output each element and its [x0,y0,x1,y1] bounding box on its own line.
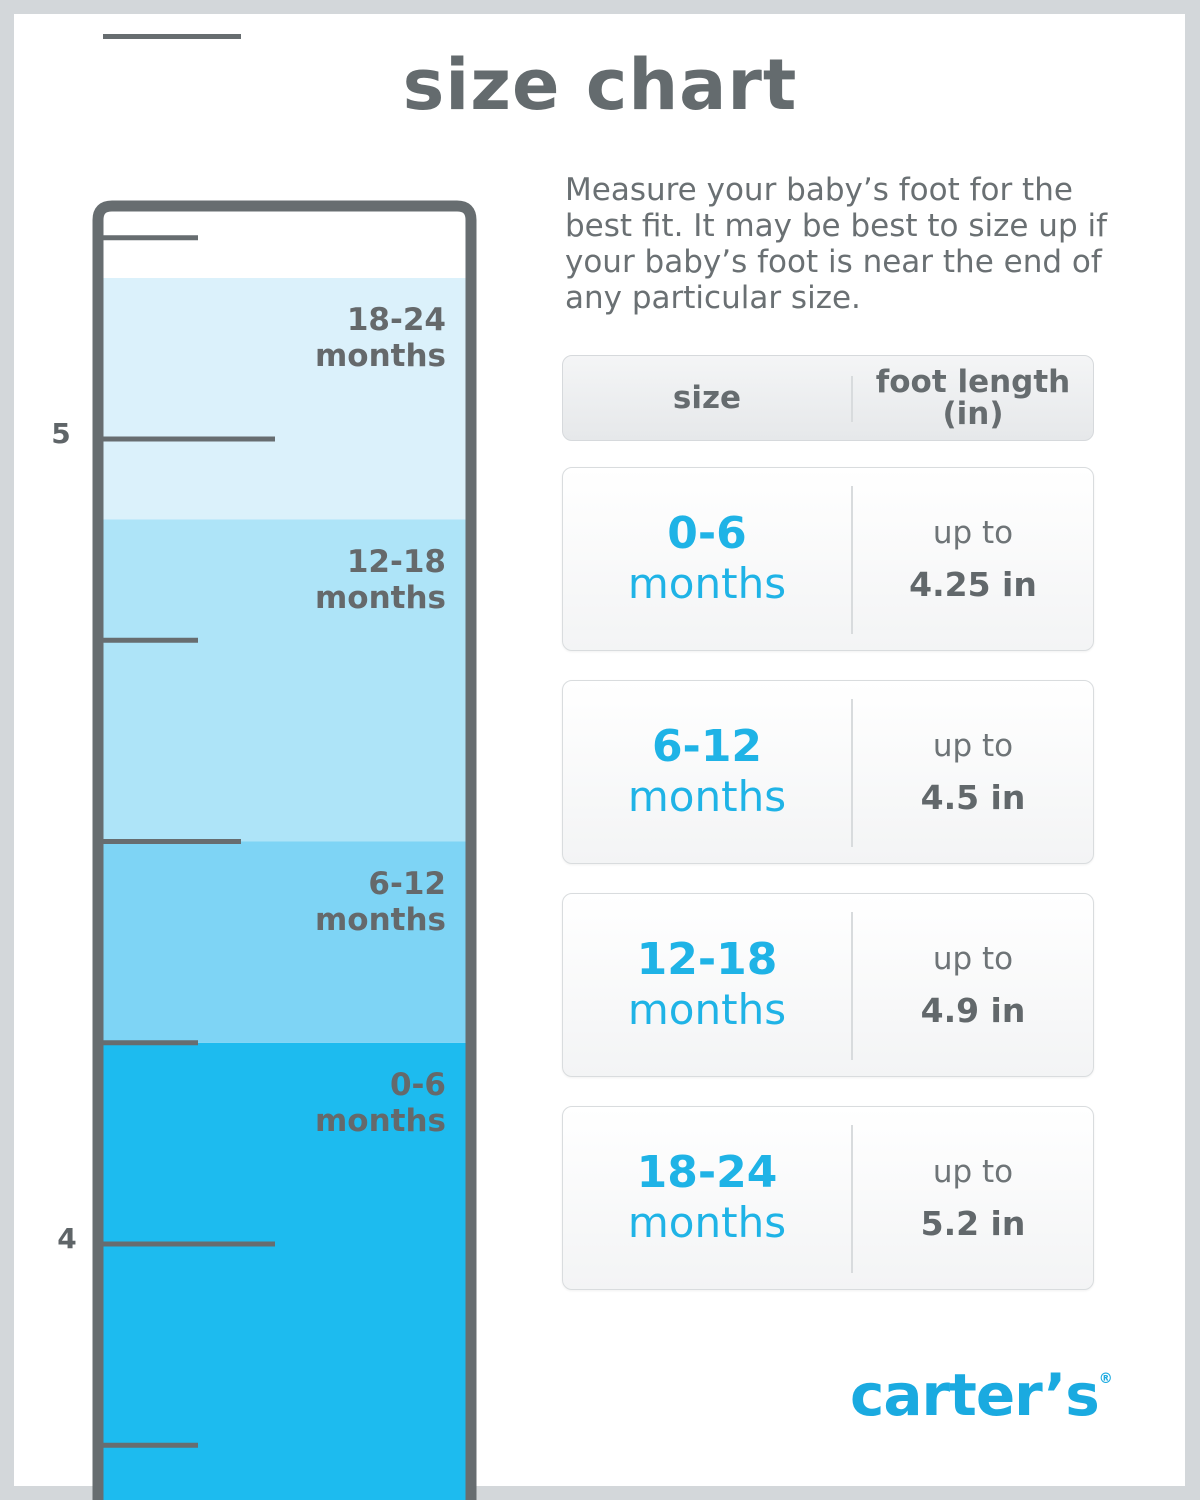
length-cell: up to 4.9 in [851,894,1095,1076]
foot-ruler-chart [92,34,477,1500]
length-value: 4.9 in [920,991,1026,1030]
registered-mark: ® [1098,1371,1113,1387]
length-cell: up to 4.5 in [851,681,1095,863]
band-label-unit: months [314,1102,446,1139]
header-foot-length-line1: foot length [875,364,1071,400]
band-label-unit: months [314,579,446,616]
size-unit: months [627,985,787,1034]
length-prefix: up to [932,941,1014,977]
size-cell: 18-24 months [563,1107,851,1289]
header-divider [851,376,853,422]
row-divider [851,912,853,1060]
header-foot-length: foot length (in) [851,356,1095,440]
length-cell: up to 5.2 in [851,1107,1095,1289]
band-label-range: 6-12 [368,865,446,902]
length-value: 4.25 in [909,565,1037,604]
band-label-12-18: 12-18 months [315,544,446,616]
size-range: 6-12 [651,721,763,772]
size-table-header: size foot length (in) [562,355,1094,441]
band-label-unit: months [314,901,446,938]
header-size: size [672,380,742,416]
header-foot-length-line2: (in) [942,396,1004,432]
length-cell: up to 4.25 in [851,468,1095,650]
size-unit: months [627,559,787,608]
band-label-range: 0-6 [389,1066,446,1103]
row-divider [851,486,853,634]
size-range: 0-6 [667,508,747,559]
size-band-18-24 [103,278,466,520]
table-row-18-24: 18-24 months up to 5.2 in [562,1106,1094,1290]
page-title: size chart [402,44,798,126]
row-divider [851,699,853,847]
band-label-0-6: 0-6 months [315,1067,446,1139]
band-label-18-24: 18-24 months [315,302,446,374]
carters-logo: carter’s® [850,1366,1113,1424]
length-prefix: up to [932,1154,1014,1190]
tick-label-4: 4 [57,1222,77,1255]
length-value: 5.2 in [920,1204,1026,1243]
size-unit: months [627,772,787,821]
size-unit: months [627,1198,787,1247]
length-prefix: up to [932,515,1014,551]
band-label-range: 18-24 [346,302,446,338]
size-band-6-12 [103,841,466,1043]
ruler-frame [92,200,477,1500]
intro-text: Measure your baby’s foot for the best fi… [565,172,1108,316]
band-label-unit: months [314,338,446,374]
size-cell: 12-18 months [563,894,851,1076]
size-cell: 0-6 months [563,468,851,650]
length-prefix: up to [932,728,1014,764]
size-range: 12-18 [636,934,778,985]
brand-name: carter’s [850,1361,1100,1429]
table-row-12-18: 12-18 months up to 4.9 in [562,893,1094,1077]
length-value: 4.5 in [920,778,1026,817]
band-label-range: 12-18 [346,543,446,580]
size-band-0-6 [103,1042,466,1500]
size-band-12-18 [103,519,466,842]
tick-label-5: 5 [51,417,71,450]
table-row-6-12: 6-12 months up to 4.5 in [562,680,1094,864]
size-cell: 6-12 months [563,681,851,863]
table-row-0-6: 0-6 months up to 4.25 in [562,467,1094,651]
size-range: 18-24 [636,1147,778,1198]
band-label-6-12: 6-12 months [315,866,446,938]
row-divider [851,1125,853,1273]
